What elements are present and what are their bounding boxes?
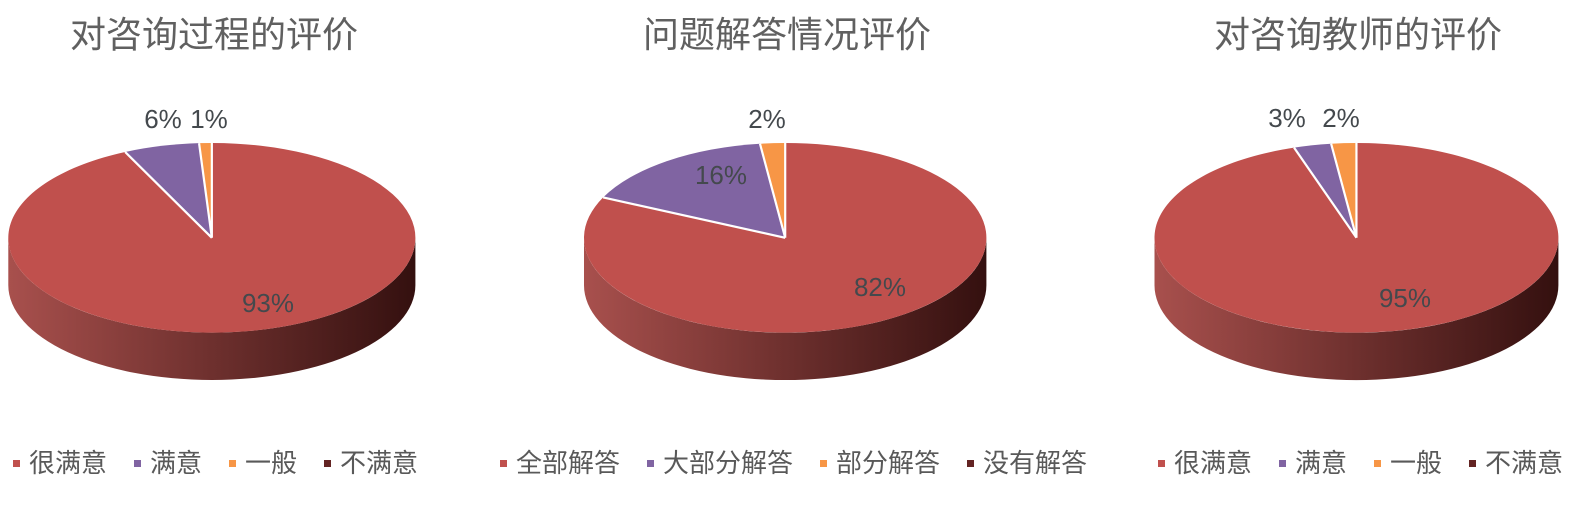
svg-text:3%: 3% <box>1268 103 1306 133</box>
svg-text:1%: 1% <box>190 104 228 134</box>
svg-text:93%: 93% <box>242 288 294 318</box>
svg-text:2%: 2% <box>1322 103 1360 133</box>
svg-text:16%: 16% <box>695 160 747 190</box>
svg-text:95%: 95% <box>1379 283 1431 313</box>
svg-text:82%: 82% <box>854 272 906 302</box>
svg-text:2%: 2% <box>748 104 786 134</box>
svg-text:6%: 6% <box>144 104 182 134</box>
